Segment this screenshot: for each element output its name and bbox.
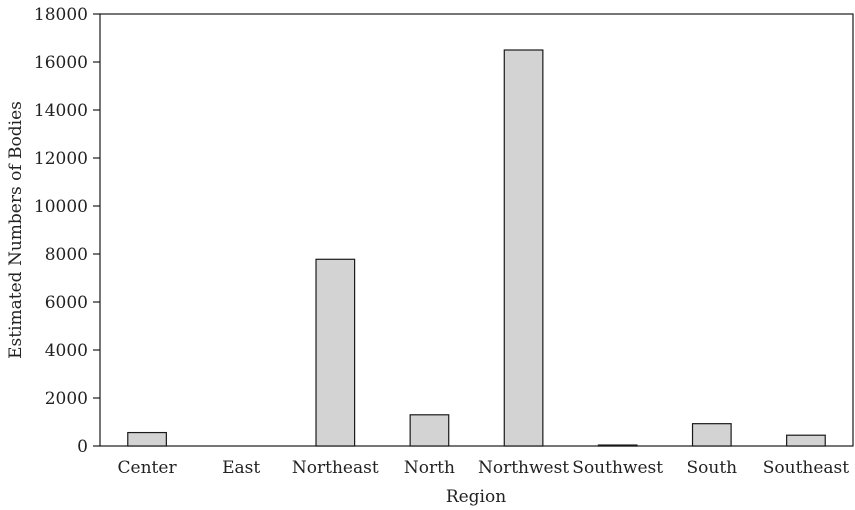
bar-north (409, 414, 450, 447)
bar-southeast (786, 434, 826, 447)
x-tick-label-center: Center (118, 458, 178, 478)
y-tick-label-2000: 2000 (45, 389, 88, 409)
x-tick-label-southwest: Southwest (572, 458, 663, 478)
bar-southwest (597, 444, 638, 447)
x-tick-label-southeast: Southeast (763, 458, 850, 478)
bar-northeast (315, 258, 356, 447)
y-tick-label-18000: 18000 (34, 5, 88, 25)
y-tick-label-4000: 4000 (45, 341, 88, 361)
x-axis-title: Region (446, 487, 506, 507)
bars-group (127, 49, 826, 447)
x-tick-label-northwest: Northwest (478, 458, 569, 478)
x-axis-ticks: Center East Northeast North Northwest Southwe… (118, 458, 850, 478)
x-tick-label-east: East (222, 458, 260, 478)
bar-northwest (503, 49, 544, 447)
y-tick-label-16000: 16000 (34, 53, 88, 73)
y-tick-label-6000: 6000 (45, 293, 88, 313)
y-tick-label-12000: 12000 (34, 149, 88, 169)
y-axis-ticks: 0 2000 4000 6000 8000 10000 12000 14000 16000 180… (34, 5, 100, 457)
y-axis-title: Estimated Numbers of Bodies (6, 101, 26, 359)
bar-center (127, 431, 167, 447)
x-tick-label-south: South (686, 458, 737, 478)
plot-frame (99, 13, 854, 447)
x-tick-label-northeast: Northeast (292, 458, 379, 478)
bar-south (691, 423, 732, 447)
x-tick-label-north: North (404, 458, 455, 478)
y-tick-label-14000: 14000 (34, 101, 88, 121)
y-tick-label-10000: 10000 (34, 197, 88, 217)
y-tick-label-8000: 8000 (45, 245, 88, 265)
y-tick-label-0: 0 (77, 437, 88, 457)
